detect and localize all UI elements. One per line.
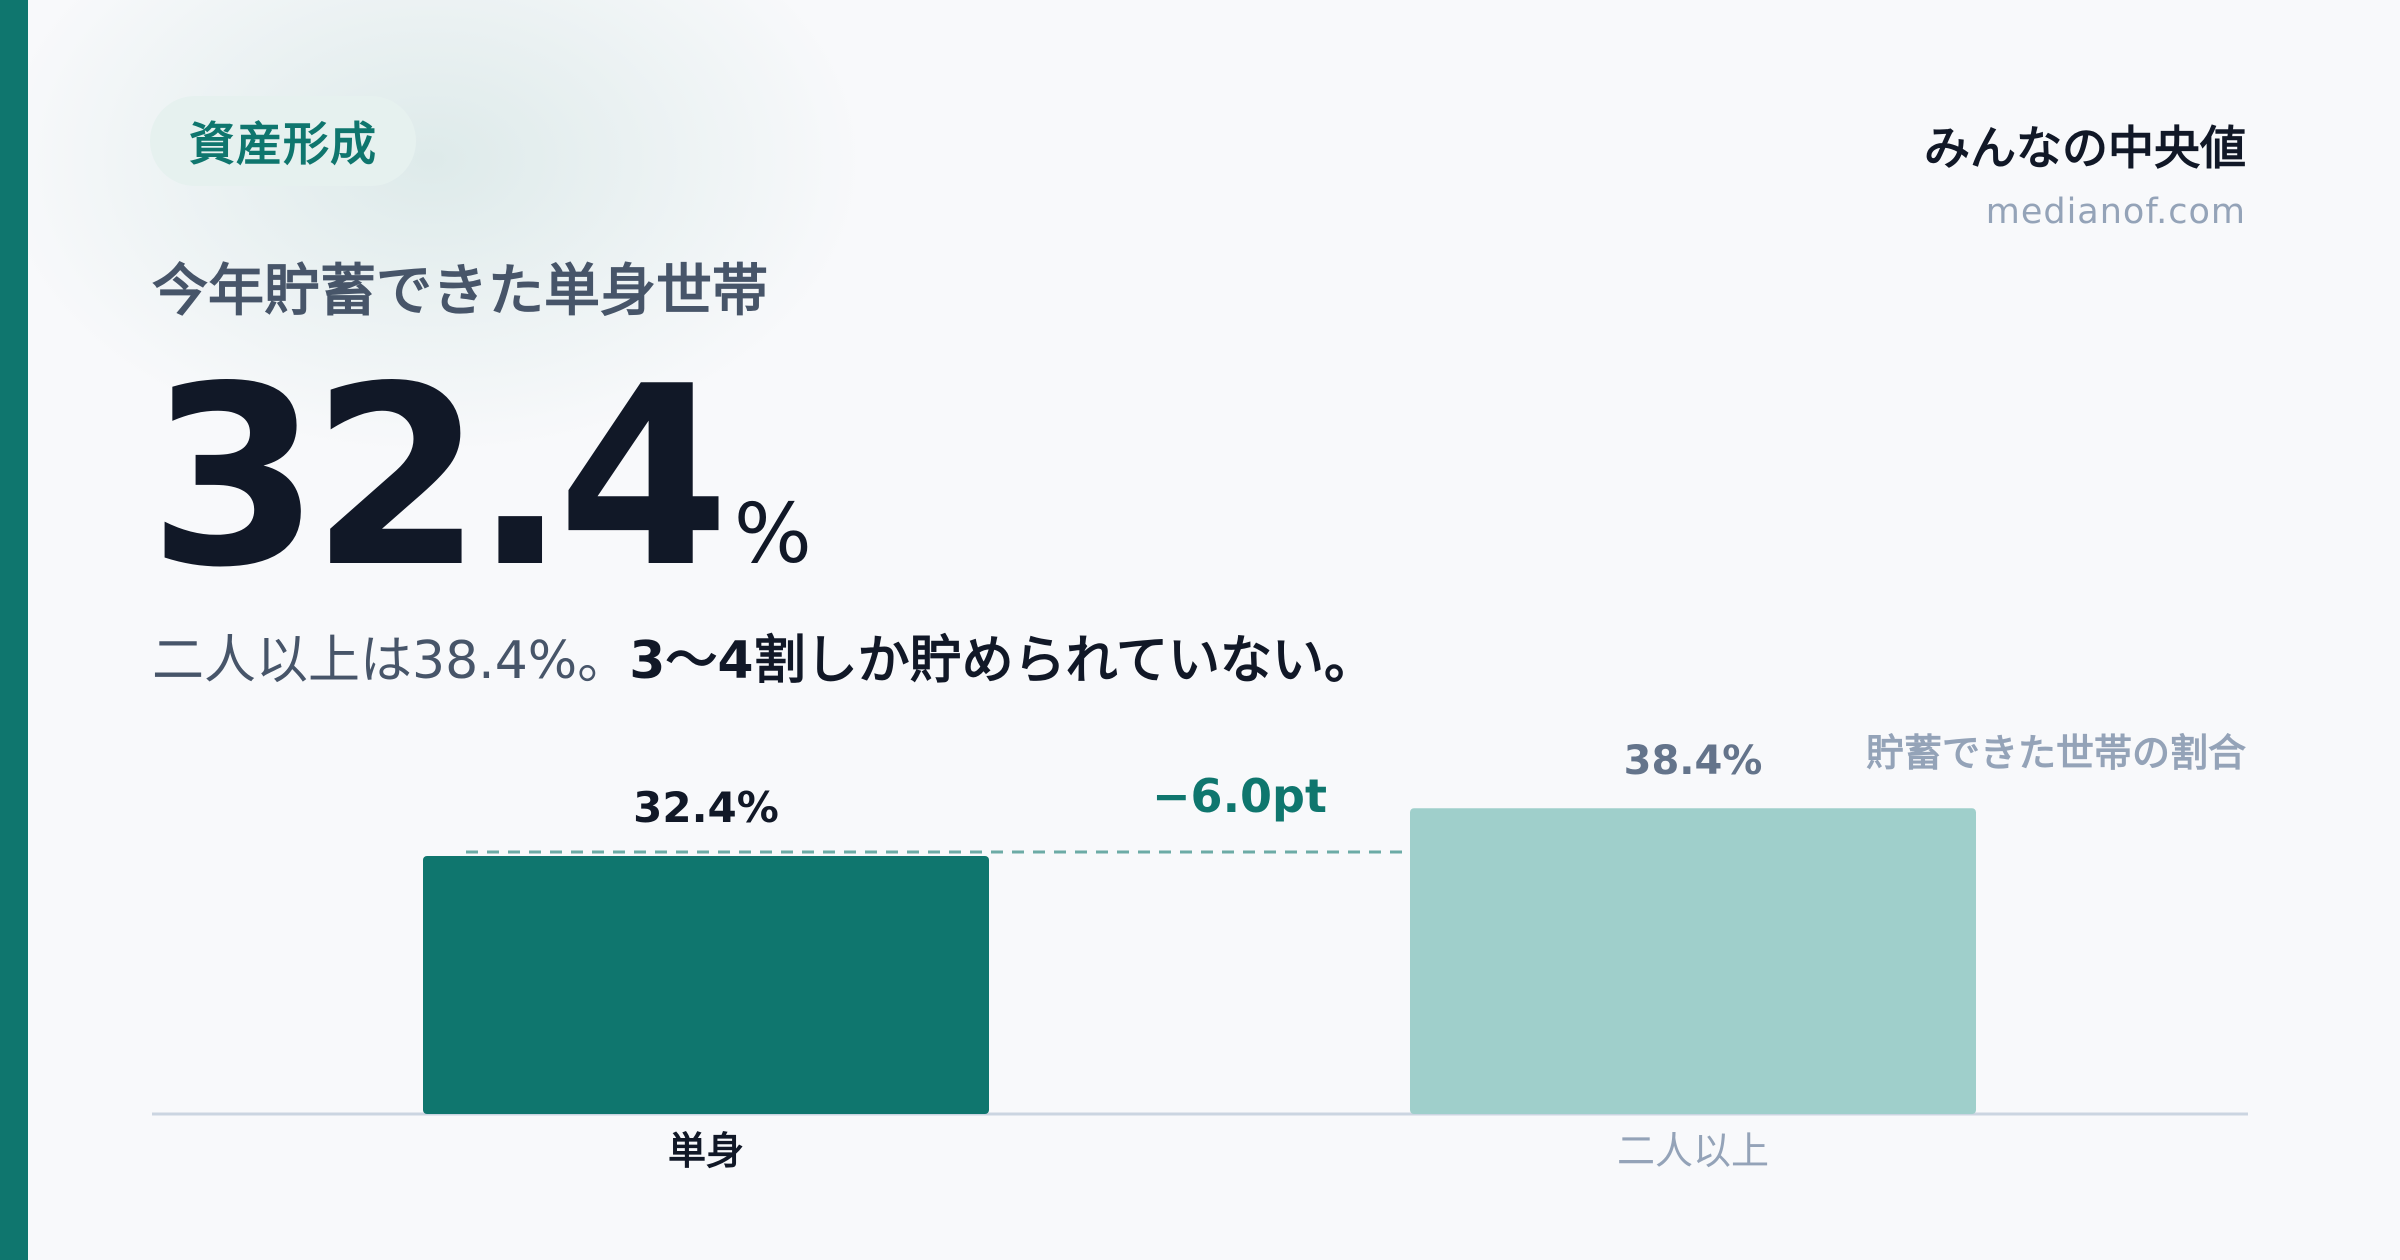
bar-single: [423, 856, 989, 1114]
brand-name: みんなの中央値: [1924, 121, 2246, 175]
category-tag: 資産形成: [150, 96, 416, 186]
category-tag-label: 資産形成: [189, 117, 377, 171]
chart-legend: 貯蓄できた世帯の割合: [1865, 731, 2246, 775]
category-label-two-or-more: 二人以上: [1617, 1129, 1769, 1173]
summary-lead: 二人以上は38.4%。: [152, 631, 630, 691]
headline-figure: 32.4 %: [148, 322, 812, 602]
brand: みんなの中央値 medianof.com: [1924, 118, 2246, 232]
headline-unit: %: [733, 487, 812, 582]
difference-label: −6.0pt: [1152, 769, 1327, 823]
bar-two-or-more: [1410, 808, 1976, 1114]
category-label-single: 単身: [668, 1129, 744, 1173]
page-subtitle: 今年貯蓄できた単身世帯: [152, 259, 768, 324]
accent-bar: [0, 0, 28, 1260]
bar-value-label-two-or-more: 38.4%: [1624, 738, 1763, 784]
headline-value: 32.4: [148, 334, 730, 622]
bar-value-label-single: 32.4%: [633, 783, 779, 832]
summary-sentence: 二人以上は38.4%。3〜4割しか貯められていない。: [152, 618, 1376, 693]
summary-emphasis: 3〜4割しか貯められていない。: [629, 631, 1377, 691]
brand-url: medianof.com: [1985, 192, 2246, 232]
